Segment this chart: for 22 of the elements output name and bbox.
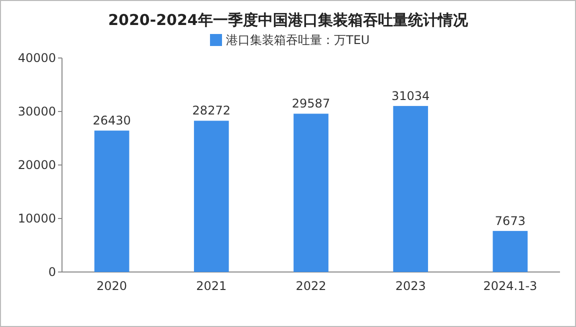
y-tick-label: 10000 [18, 212, 56, 226]
legend-label: 港口集装箱吞吐量：万TEU [226, 33, 370, 47]
x-tick-label: 2021 [196, 279, 227, 293]
data-label: 29587 [292, 96, 330, 111]
bar [492, 230, 528, 272]
x-tick-label: 2020 [96, 279, 128, 293]
bar [294, 114, 328, 272]
y-tick-label: 0 [48, 265, 56, 279]
data-label: 7673 [494, 214, 526, 228]
bar [393, 106, 428, 272]
data-label: 26430 [92, 114, 131, 128]
bar [194, 120, 229, 272]
data-label: 31034 [392, 88, 430, 103]
data-label: 28272 [192, 104, 230, 118]
y-tick-label: 30000 [18, 104, 56, 118]
y-tick-label: 40000 [18, 51, 56, 65]
x-tick-label: 2022 [296, 279, 326, 293]
bar [94, 130, 130, 272]
y-tick-label: 20000 [18, 158, 56, 172]
chart-title: 2020-2024年一季度中国港口集装箱吞吐量统计情况 [108, 11, 469, 29]
x-tick-label: 2023 [395, 279, 426, 293]
x-tick-label: 2024.1-3 [483, 279, 538, 293]
